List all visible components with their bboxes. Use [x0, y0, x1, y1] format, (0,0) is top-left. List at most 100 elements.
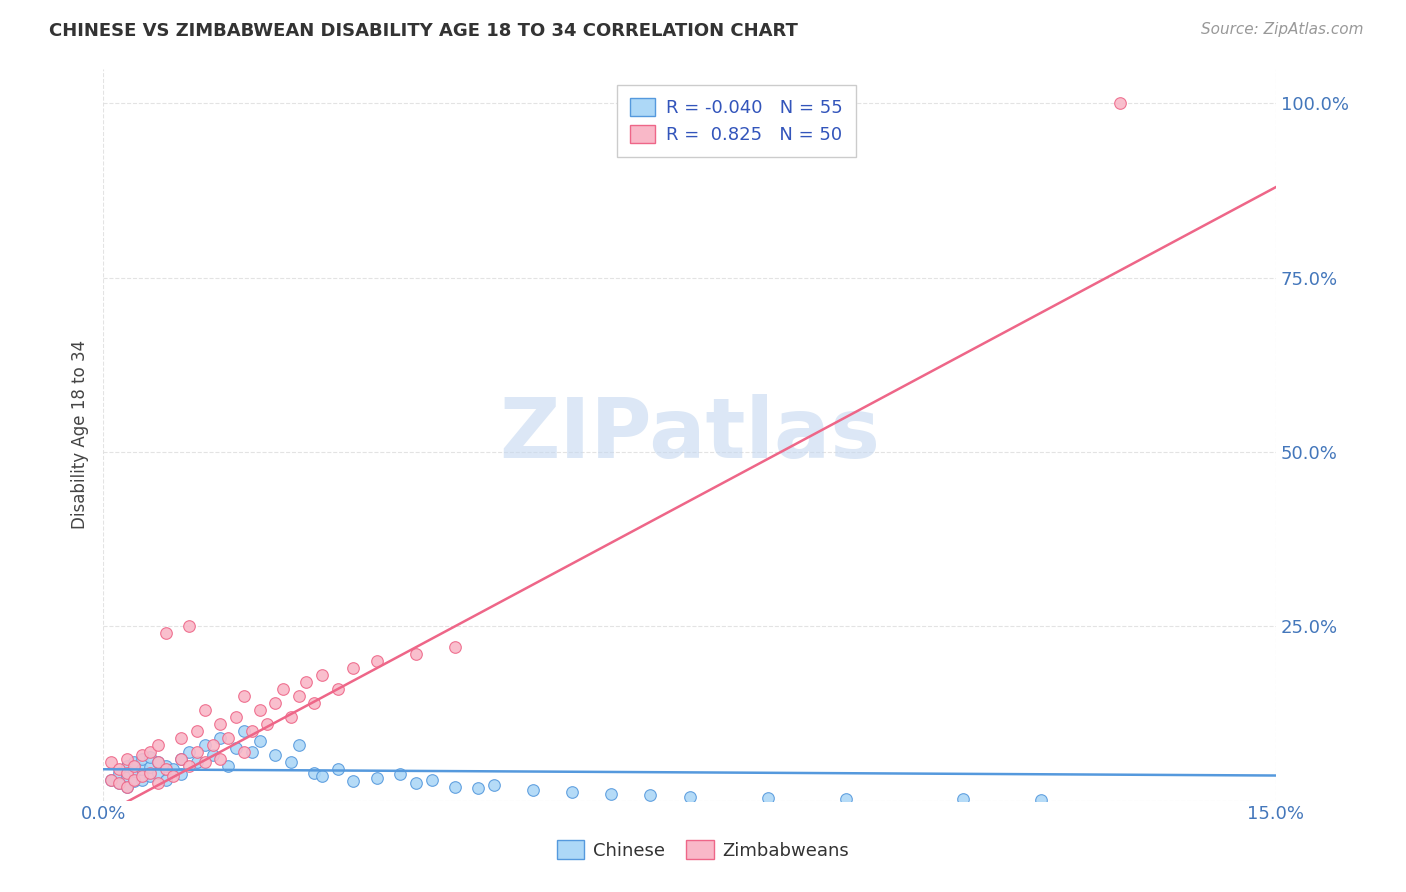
Point	[139, 765, 162, 780]
Point	[115, 765, 138, 780]
Point	[139, 769, 162, 783]
Point	[139, 745, 162, 759]
Point	[217, 731, 239, 745]
Point	[186, 745, 208, 759]
Point	[232, 723, 254, 738]
Point	[209, 752, 232, 766]
Point	[256, 717, 278, 731]
Point	[115, 780, 138, 794]
Point	[366, 654, 388, 668]
Point	[444, 780, 467, 794]
Point	[1108, 96, 1130, 111]
Point	[155, 772, 177, 787]
Point	[209, 717, 232, 731]
Point	[124, 772, 146, 787]
Point	[194, 738, 217, 752]
Point	[115, 780, 138, 794]
Point	[249, 703, 271, 717]
Point	[756, 790, 779, 805]
Point	[225, 741, 247, 756]
Point	[326, 762, 349, 776]
Legend: R = -0.040   N = 55, R =  0.825   N = 50: R = -0.040 N = 55, R = 0.825 N = 50	[617, 85, 855, 157]
Point	[115, 769, 138, 783]
Point	[217, 758, 239, 772]
Point	[194, 756, 217, 770]
Point	[311, 769, 333, 783]
Point	[162, 762, 184, 776]
Point	[131, 772, 153, 787]
Point	[249, 734, 271, 748]
Point	[389, 767, 412, 781]
Point	[522, 783, 544, 797]
Point	[835, 791, 858, 805]
Point	[640, 788, 662, 802]
Y-axis label: Disability Age 18 to 34: Disability Age 18 to 34	[72, 340, 89, 529]
Point	[162, 769, 184, 783]
Point	[287, 689, 309, 703]
Point	[139, 760, 162, 774]
Point	[146, 756, 169, 770]
Point	[302, 696, 325, 710]
Point	[444, 640, 467, 655]
Point	[100, 772, 122, 787]
Point	[170, 731, 193, 745]
Point	[326, 681, 349, 696]
Point	[179, 745, 201, 759]
Point	[302, 765, 325, 780]
Point	[100, 756, 122, 770]
Point	[124, 756, 146, 770]
Text: Source: ZipAtlas.com: Source: ZipAtlas.com	[1201, 22, 1364, 37]
Point	[146, 738, 169, 752]
Point	[201, 748, 224, 763]
Point	[170, 752, 193, 766]
Point	[342, 661, 364, 675]
Point	[232, 689, 254, 703]
Point	[201, 738, 224, 752]
Point	[107, 776, 129, 790]
Point	[115, 758, 138, 772]
Point	[271, 681, 294, 696]
Point	[186, 723, 208, 738]
Point	[131, 762, 153, 776]
Point	[1031, 793, 1053, 807]
Point	[405, 776, 427, 790]
Point	[131, 769, 153, 783]
Point	[124, 764, 146, 779]
Point	[179, 758, 201, 772]
Point	[155, 762, 177, 776]
Point	[952, 792, 974, 806]
Point	[225, 710, 247, 724]
Point	[561, 785, 583, 799]
Text: ZIPatlas: ZIPatlas	[499, 394, 880, 475]
Text: CHINESE VS ZIMBABWEAN DISABILITY AGE 18 TO 34 CORRELATION CHART: CHINESE VS ZIMBABWEAN DISABILITY AGE 18 …	[49, 22, 799, 40]
Point	[115, 752, 138, 766]
Point	[600, 787, 623, 801]
Point	[124, 774, 146, 789]
Point	[155, 626, 177, 640]
Point	[240, 723, 263, 738]
Point	[264, 696, 287, 710]
Point	[295, 675, 318, 690]
Point	[131, 748, 153, 763]
Point	[146, 776, 169, 790]
Point	[100, 772, 122, 787]
Point	[107, 776, 129, 790]
Point	[170, 767, 193, 781]
Point	[280, 710, 302, 724]
Point	[280, 756, 302, 770]
Point	[287, 738, 309, 752]
Point	[139, 750, 162, 764]
Point	[342, 774, 364, 789]
Point	[131, 752, 153, 766]
Point	[482, 778, 505, 792]
Point	[155, 758, 177, 772]
Point	[107, 762, 129, 776]
Point	[467, 780, 489, 795]
Point	[678, 790, 700, 805]
Point	[124, 758, 146, 772]
Point	[264, 748, 287, 763]
Point	[179, 619, 201, 633]
Point	[194, 703, 217, 717]
Point	[311, 668, 333, 682]
Point	[420, 772, 443, 787]
